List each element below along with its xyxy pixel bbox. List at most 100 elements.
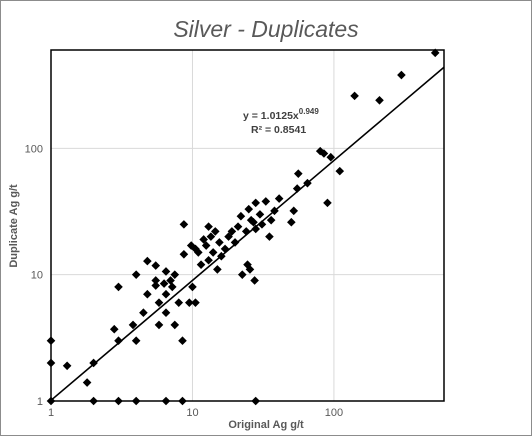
data-point xyxy=(210,227,220,236)
data-point xyxy=(161,289,171,299)
data-point xyxy=(397,70,406,80)
data-point xyxy=(323,198,332,208)
data-point xyxy=(161,267,171,276)
data-point xyxy=(89,396,98,406)
data-point xyxy=(270,206,279,216)
data-point xyxy=(375,95,384,105)
data-point xyxy=(194,248,203,257)
data-point xyxy=(131,270,141,279)
data-point xyxy=(266,215,276,225)
data-point xyxy=(151,276,161,285)
data-point xyxy=(161,396,171,406)
data-point xyxy=(245,265,255,274)
data-point xyxy=(151,261,161,270)
data-point xyxy=(159,279,169,288)
data-point xyxy=(261,197,271,206)
data-point xyxy=(303,178,312,188)
data-point xyxy=(251,224,261,234)
data-point xyxy=(204,255,213,265)
data-point xyxy=(143,289,152,299)
data-point xyxy=(230,238,240,247)
data-point xyxy=(178,396,187,406)
data-point xyxy=(315,146,325,156)
data-point xyxy=(114,396,123,406)
x-tick-label: 10 xyxy=(186,407,198,419)
data-point xyxy=(237,270,247,279)
data-point xyxy=(430,48,440,58)
data-point xyxy=(114,282,123,292)
data-point xyxy=(220,244,230,254)
plot-area-border xyxy=(50,49,445,402)
r-squared-label: R² = 0.8541 xyxy=(251,124,306,136)
equation-exponent: 0.949 xyxy=(299,107,320,116)
data-point xyxy=(46,396,56,406)
data-point xyxy=(170,320,180,330)
y-axis-label: Duplicate Ag g/t xyxy=(8,184,20,268)
data-point xyxy=(191,298,200,307)
data-point xyxy=(167,282,177,292)
data-point xyxy=(151,281,161,290)
data-point xyxy=(335,166,345,176)
trendline-equation: y = 1.0125x0.949 xyxy=(243,107,319,122)
y-tick-label: 100 xyxy=(25,143,43,155)
data-point xyxy=(199,235,208,244)
data-point xyxy=(265,232,274,241)
data-point xyxy=(244,204,254,214)
data-point xyxy=(215,238,224,247)
data-point xyxy=(251,396,261,406)
data-point xyxy=(196,260,206,269)
tick-labels: 1 10 100 1 10 100 xyxy=(25,143,343,419)
data-point xyxy=(289,206,299,216)
data-point xyxy=(46,336,56,346)
data-point xyxy=(46,358,56,368)
data-point xyxy=(154,298,164,307)
data-point xyxy=(161,308,171,317)
data-point xyxy=(251,198,261,208)
data-point xyxy=(319,149,329,158)
data-point xyxy=(294,169,303,178)
data-point xyxy=(217,251,226,261)
equation-base: y = 1.0125x xyxy=(243,110,299,122)
data-point xyxy=(178,336,187,346)
data-point xyxy=(114,336,123,346)
data-point xyxy=(179,249,189,259)
data-point xyxy=(233,222,243,231)
data-point xyxy=(89,358,98,368)
data-point xyxy=(109,324,119,334)
data-point xyxy=(185,298,194,307)
data-point xyxy=(227,227,237,236)
y-tick-label: 10 xyxy=(31,270,43,282)
data-point xyxy=(287,217,296,227)
data-point xyxy=(292,184,302,193)
x-tick-label: 100 xyxy=(325,407,343,419)
data-point xyxy=(236,211,246,221)
data-point xyxy=(250,276,259,285)
data-point xyxy=(257,220,267,229)
data-point xyxy=(188,282,197,292)
data-point xyxy=(241,227,251,236)
data-point xyxy=(326,152,336,162)
data-point xyxy=(170,270,180,279)
y-tick-label: 1 xyxy=(37,396,43,408)
data-point xyxy=(274,194,284,203)
data-point xyxy=(201,241,211,250)
grid-lines xyxy=(50,50,444,402)
data-point xyxy=(213,265,222,274)
data-point xyxy=(166,276,175,285)
data-points xyxy=(46,48,440,406)
data-point xyxy=(62,361,72,371)
x-axis-label: Original Ag g/t xyxy=(228,419,304,431)
data-point xyxy=(208,248,218,257)
data-point xyxy=(131,396,141,406)
data-point xyxy=(174,298,184,307)
data-point xyxy=(255,210,265,219)
data-point xyxy=(249,217,258,227)
data-point xyxy=(243,260,252,269)
data-point xyxy=(350,91,359,101)
chart-title: Silver - Duplicates xyxy=(173,16,359,42)
data-point xyxy=(179,220,189,229)
data-point xyxy=(82,378,92,387)
data-point xyxy=(204,222,213,231)
data-point xyxy=(206,232,216,241)
